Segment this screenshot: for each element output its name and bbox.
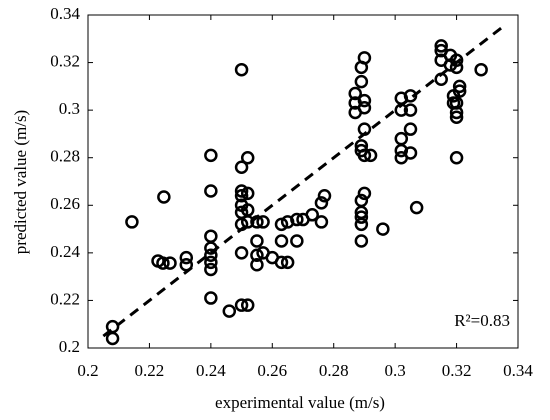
point — [274, 217, 289, 232]
point — [354, 217, 369, 232]
point — [274, 234, 289, 248]
point — [204, 241, 218, 255]
y-tick-label: 0.34 — [50, 4, 80, 23]
y-tick-label: 0.2 — [59, 337, 80, 356]
point — [394, 103, 409, 117]
point — [204, 184, 218, 198]
point — [452, 84, 467, 98]
point — [403, 122, 418, 136]
point — [240, 150, 255, 165]
point — [163, 256, 177, 270]
point — [357, 51, 372, 65]
point — [348, 86, 362, 101]
point — [290, 212, 304, 227]
point — [250, 215, 264, 229]
point — [234, 298, 249, 312]
point — [449, 110, 464, 125]
point — [234, 184, 249, 198]
point — [234, 160, 249, 174]
x-tick-label: 0.34 — [503, 361, 533, 380]
x-tick-label: 0.26 — [257, 361, 287, 380]
point — [179, 258, 194, 272]
x-axis-label: experimental value (m/s) — [215, 393, 385, 412]
point — [354, 234, 369, 248]
point — [449, 150, 464, 165]
point — [204, 148, 218, 163]
point — [449, 60, 464, 75]
point — [204, 291, 218, 305]
point — [204, 229, 218, 243]
point — [105, 319, 120, 334]
point — [290, 234, 304, 248]
point — [354, 74, 369, 89]
x-tick-label: 0.28 — [319, 361, 349, 380]
point — [357, 122, 372, 136]
point — [280, 255, 295, 270]
point — [376, 222, 390, 236]
y-axis-label: predicted value (m/s) — [11, 110, 30, 254]
point — [314, 215, 329, 229]
y-tick-label: 0.32 — [50, 51, 80, 70]
point — [222, 304, 237, 318]
point — [354, 210, 369, 224]
point — [403, 89, 418, 103]
point — [305, 208, 319, 222]
point — [403, 146, 418, 160]
point — [314, 196, 329, 210]
x-tick-label: 0.22 — [135, 361, 165, 380]
point — [363, 148, 378, 163]
y-tick-label: 0.28 — [50, 147, 80, 166]
point — [274, 255, 289, 270]
point — [434, 39, 448, 53]
point — [234, 217, 249, 232]
point — [105, 331, 120, 346]
point — [240, 215, 255, 229]
point — [250, 248, 264, 262]
point — [256, 215, 270, 229]
point — [240, 186, 255, 201]
annotation: R²=0.83 — [454, 311, 510, 330]
point — [452, 79, 467, 94]
point — [204, 255, 218, 270]
point — [449, 96, 464, 110]
point — [204, 262, 218, 277]
point — [125, 215, 139, 229]
point — [403, 103, 418, 117]
point — [394, 131, 409, 146]
x-tick-label: 0.32 — [442, 361, 472, 380]
point — [409, 200, 424, 215]
point — [317, 189, 332, 203]
point — [357, 148, 372, 163]
point — [234, 246, 249, 260]
x-tick-label: 0.2 — [77, 361, 98, 380]
point — [357, 186, 372, 201]
x-tick-label: 0.3 — [385, 361, 406, 380]
point — [250, 258, 264, 272]
point — [240, 298, 255, 312]
y-tick-label: 0.24 — [50, 242, 80, 261]
point — [234, 62, 249, 77]
point — [357, 101, 372, 115]
y-tick-label: 0.3 — [59, 99, 80, 118]
point — [474, 62, 488, 77]
point — [449, 53, 464, 67]
point — [434, 72, 448, 86]
y-tick-label: 0.26 — [50, 194, 80, 213]
y-tick-label: 0.22 — [50, 289, 80, 308]
point — [250, 234, 264, 248]
x-tick-label: 0.24 — [196, 361, 226, 380]
point — [157, 190, 171, 204]
point — [449, 105, 464, 120]
point — [179, 250, 194, 265]
point — [234, 189, 249, 203]
point — [204, 248, 218, 262]
plot-frame — [87, 14, 519, 349]
point — [156, 256, 170, 270]
point — [357, 93, 372, 108]
